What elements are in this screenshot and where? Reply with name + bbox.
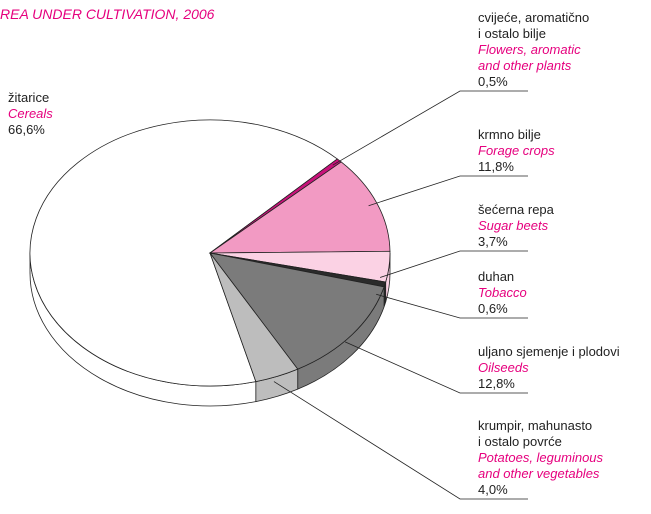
- label-local: duhan: [478, 269, 515, 284]
- leader-line: [273, 381, 528, 500]
- pie-slice: [209, 252, 299, 383]
- label-english: Sugar beets: [478, 218, 549, 233]
- slice-label: žitarice Cereals 66,6%: [8, 90, 53, 138]
- label-local: žitarice: [8, 90, 50, 105]
- leader-line: [376, 293, 528, 319]
- slice-label: cvijeće, aromatično i ostalo bilje Flower…: [478, 10, 589, 90]
- slice-label: šećerna repa Sugar beets 3,7%: [478, 202, 554, 250]
- label-local: krumpir, mahunasto i ostalo povrće: [478, 418, 593, 449]
- label-local: uljano sjemenje i plodovi: [478, 344, 620, 359]
- label-local: šećerna repa: [478, 202, 554, 217]
- value-label: 12,8%: [478, 376, 515, 391]
- value-label: 4,0%: [478, 482, 508, 497]
- value-label: 0,6%: [478, 301, 508, 316]
- label-english: Tobacco: [478, 285, 527, 300]
- slice-label: krumpir, mahunasto i ostalo povrće Potato…: [478, 418, 603, 498]
- chart-title: REA UNDER CULTIVATION, 2006: [0, 6, 215, 22]
- leader-line: [368, 175, 528, 207]
- label-english: Cereals: [8, 106, 53, 121]
- label-local: cvijeće, aromatično i ostalo bilje: [478, 10, 590, 41]
- leader-line: [344, 341, 528, 394]
- value-label: 11,8%: [478, 159, 514, 174]
- value-label: 66,6%: [8, 122, 45, 137]
- slice-label: krmno bilje Forage crops 11,8%: [478, 127, 555, 175]
- value-label: 3,7%: [478, 234, 508, 249]
- pie-slice: [29, 119, 338, 387]
- label-local: krmno bilje: [478, 127, 541, 142]
- label-english: Potatoes, leguminous and other vegetable…: [478, 450, 604, 481]
- value-label: 0,5%: [478, 74, 508, 89]
- label-english: Flowers, aromatic and other plants: [478, 42, 581, 73]
- label-english: Oilseeds: [478, 360, 529, 375]
- slice-label: duhan Tobacco 0,6%: [478, 269, 527, 317]
- slice-label: uljano sjemenje i plodovi Oilseeds 12,8%: [478, 344, 620, 392]
- pie-slice: [209, 252, 385, 370]
- leader-line: [379, 250, 528, 278]
- label-english: Forage crops: [478, 143, 555, 158]
- leader-line: [332, 90, 528, 166]
